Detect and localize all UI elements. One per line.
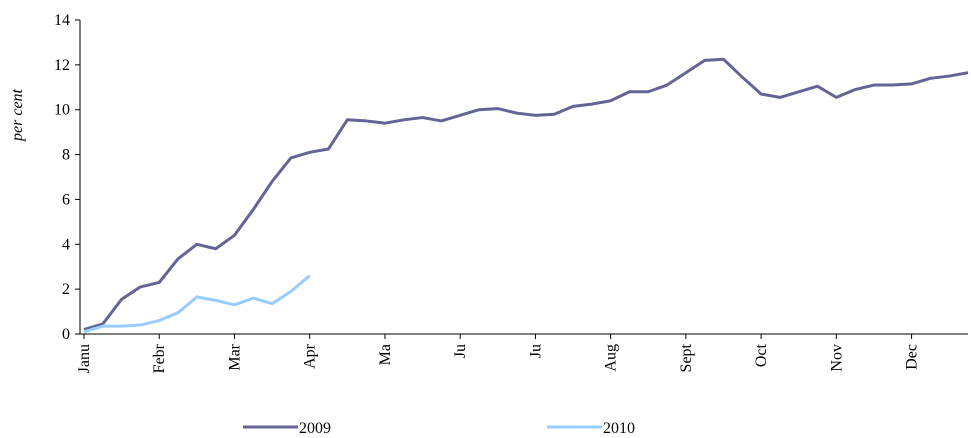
x-tick-label: Ju — [452, 344, 469, 358]
y-tick-label: 8 — [62, 147, 70, 164]
y-tick-label: 10 — [54, 102, 70, 119]
x-tick-label: Apr — [302, 343, 319, 369]
y-tick-label: 12 — [54, 57, 70, 74]
x-tick-label: Nov — [828, 344, 845, 372]
y-tick-label: 14 — [54, 12, 70, 29]
y-axis-label: per cent — [9, 88, 26, 142]
x-tick-label: Oct — [753, 343, 770, 367]
x-tick-label: Dec — [904, 344, 921, 370]
y-tick-label: 2 — [62, 281, 70, 298]
series-line — [83, 57, 969, 331]
x-tick-label: Janu — [76, 344, 93, 373]
series-line — [83, 274, 311, 334]
x-tick-label: Sept — [678, 343, 695, 372]
legend-label: 2009 — [299, 420, 331, 437]
x-tick-label: Aug — [603, 344, 620, 372]
legend-label: 2010 — [603, 420, 635, 437]
y-tick-label: 4 — [62, 236, 70, 253]
y-tick-label: 6 — [62, 191, 70, 208]
x-tick-label: Febr — [151, 343, 168, 373]
x-tick-label: Ju — [527, 344, 544, 358]
y-tick-label: 0 — [62, 326, 70, 343]
x-tick-label: Mar — [226, 343, 243, 370]
x-tick-label: Ma — [377, 344, 394, 365]
